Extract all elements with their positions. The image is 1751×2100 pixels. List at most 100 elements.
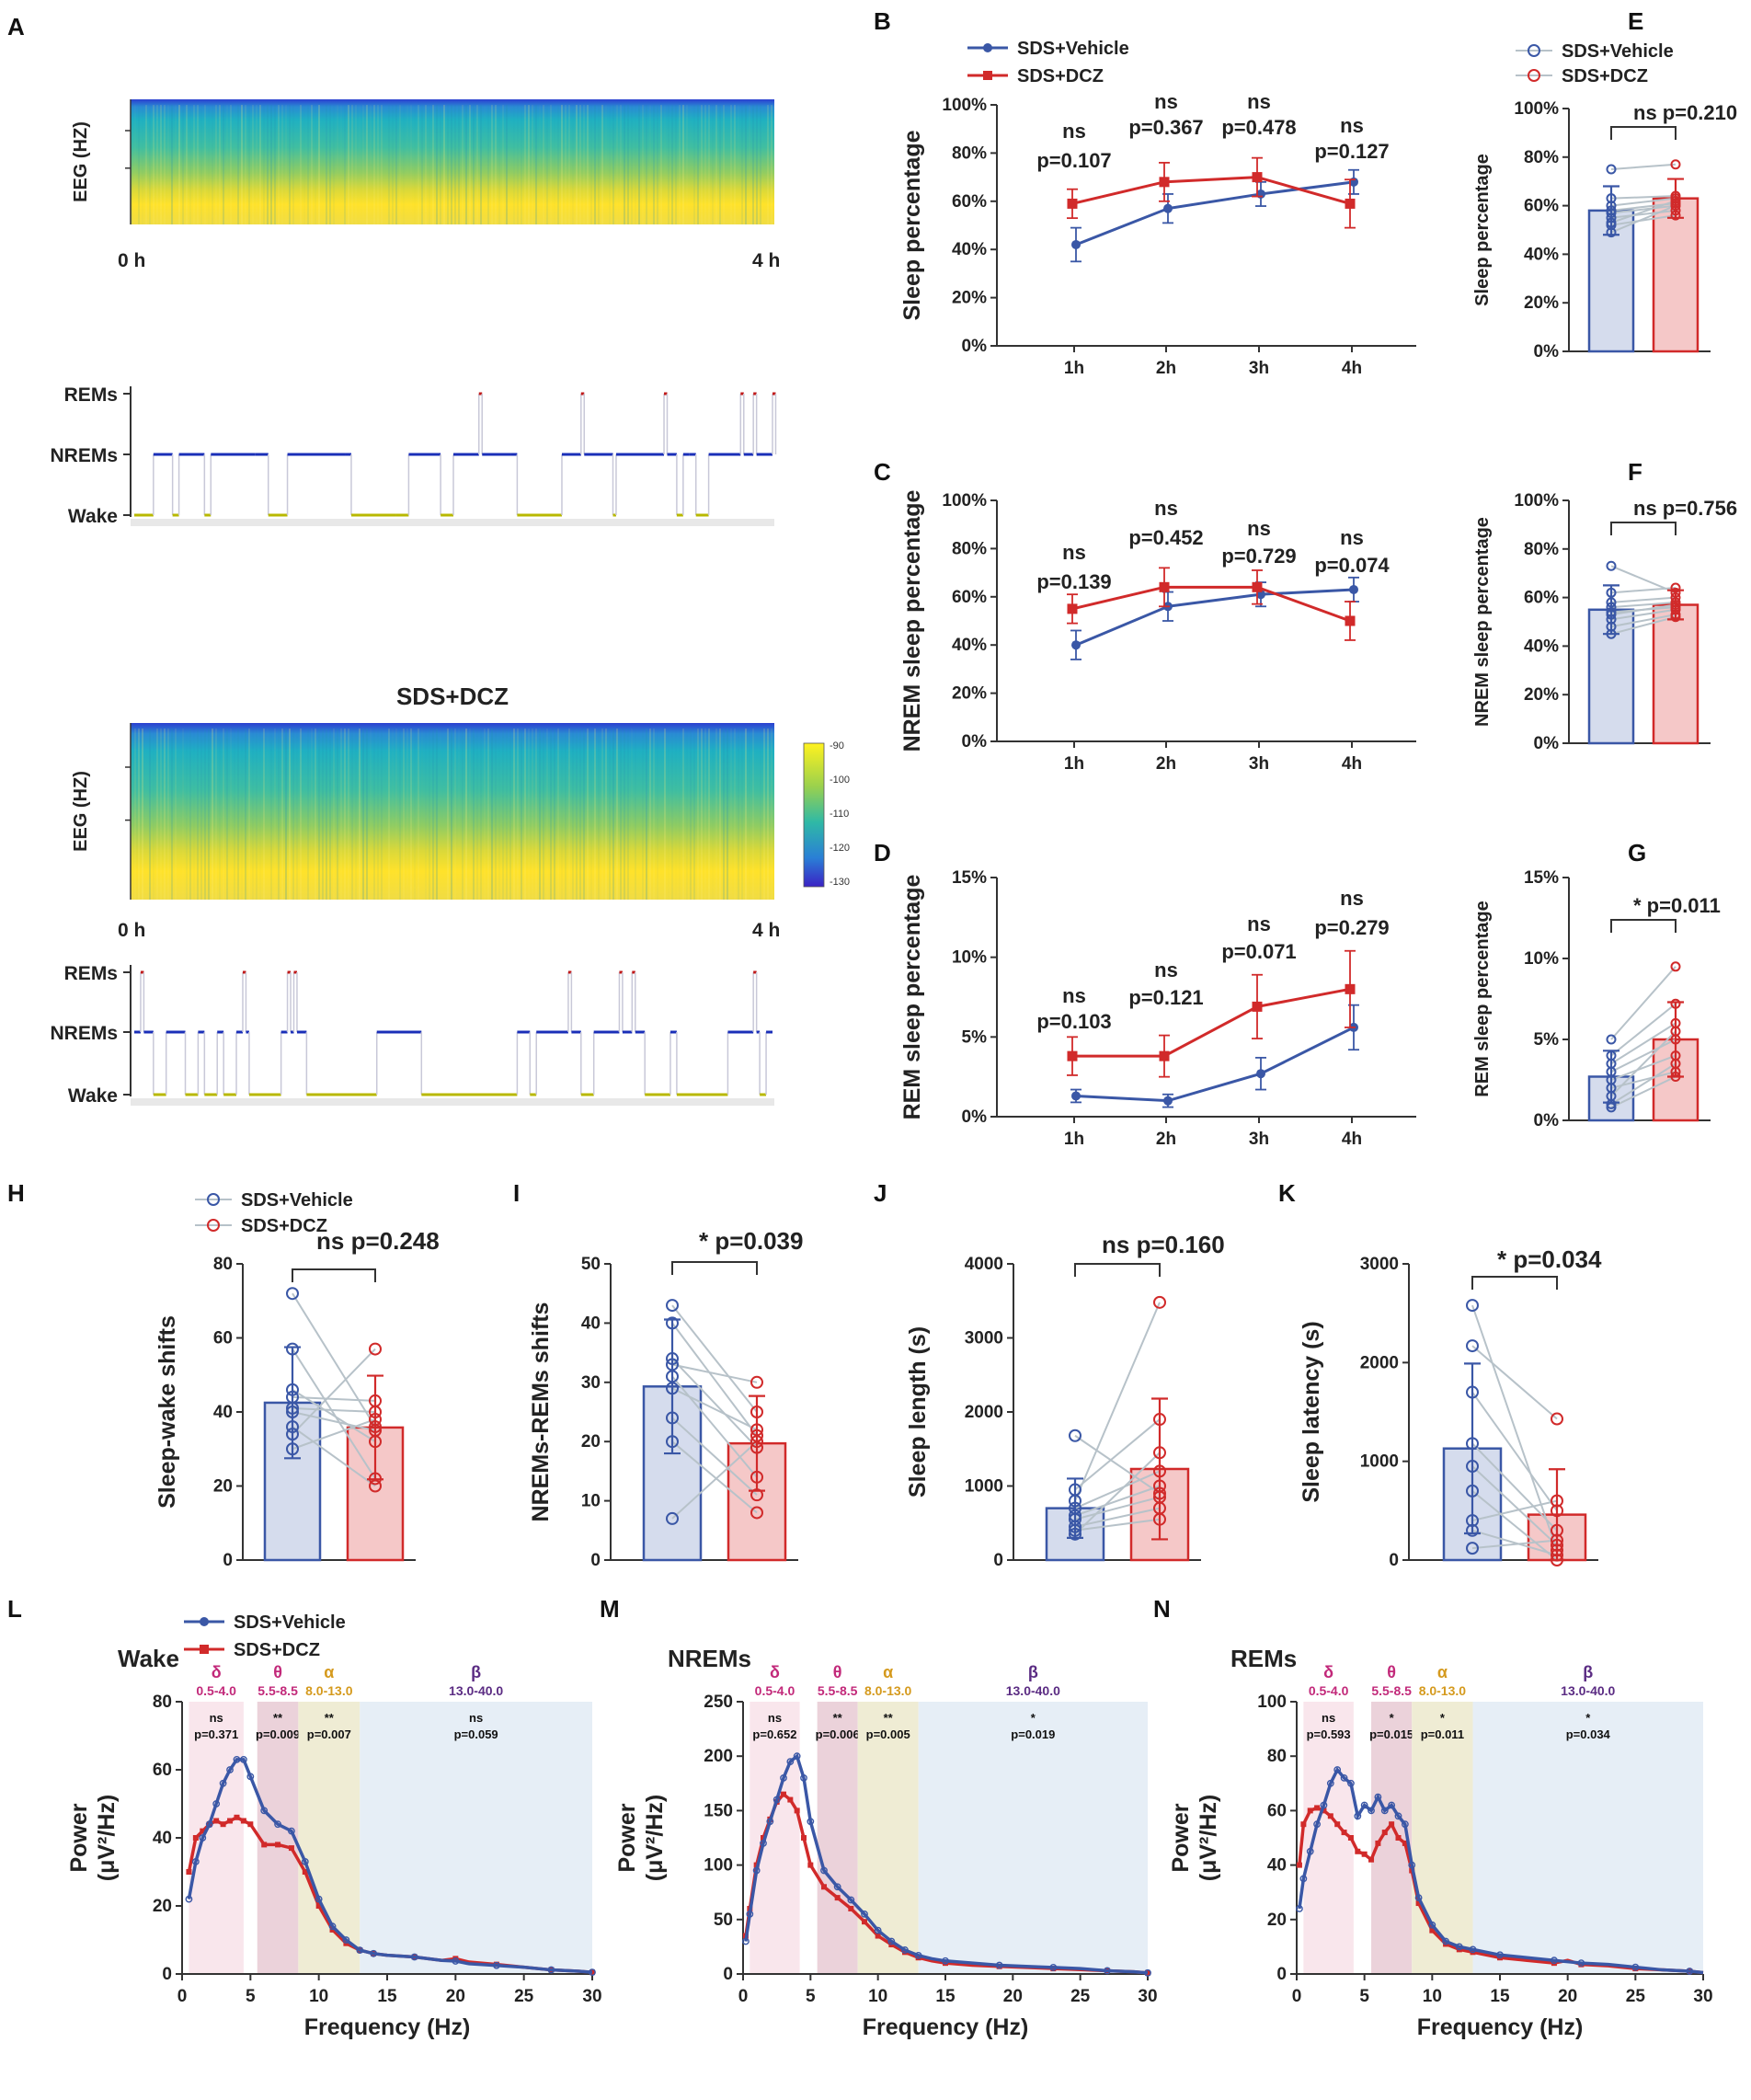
y-axis-title: Sleep percentage [899, 130, 925, 320]
data-point-vehicle [286, 1342, 299, 1356]
band-p-value: p=0.009 [256, 1727, 300, 1741]
x-tick-label: 30 [1693, 1987, 1712, 2006]
panel-m: M NREMs δ 0.5-4.0 ns p=0.652 θ 5.5-8.5 ** p=0.006… [600, 1595, 1158, 2040]
spectrum-point-dcz [801, 1835, 807, 1841]
data-point-dcz [1670, 205, 1681, 216]
pair-line [1610, 204, 1677, 214]
chart-l-y-tick-label: 0 [162, 1965, 172, 1984]
data-point-vehicle [1466, 1460, 1479, 1474]
legend-dcz-label: SDS+DCZ [234, 1640, 320, 1660]
spectrogram-streak [256, 105, 258, 224]
pair-line [1471, 1304, 1558, 1551]
spectrogram-streak [752, 729, 754, 900]
chart-h-y-tick-label: 80 [213, 1255, 233, 1274]
significance-label: ns [1247, 517, 1271, 540]
spectrogram-streak [226, 729, 228, 900]
spectrogram-streak [605, 729, 607, 900]
spectrogram-streak [359, 729, 360, 900]
spectrogram-streak [421, 729, 423, 900]
spectrum-point-dcz [192, 1835, 199, 1841]
hypnogram-state-label: NREMs [50, 445, 118, 466]
significance-label: ns [1154, 958, 1178, 981]
chart-h-y-tick-label: 40 [213, 1403, 233, 1422]
pair-line [1610, 614, 1677, 628]
spectrogram-streak [248, 105, 250, 224]
pair-line [292, 1348, 376, 1479]
chart-h-y-tick-label: 0 [223, 1551, 233, 1570]
panel-b: B SDS+Vehicle SDS+DCZ 0% 20% 40% 60% 80% 100% Sle… [874, 7, 1416, 378]
x-tick-label: 20 [1003, 1987, 1023, 2006]
spectrogram-streak [480, 729, 482, 900]
spectrogram-streak [498, 105, 500, 224]
chart-n-y-tick-label: 20 [1267, 1911, 1287, 1930]
spectrogram-streak [532, 105, 533, 224]
y-axis-title: REM sleep percentage [899, 875, 925, 1120]
panel-h: H SDS+Vehicle SDS+DCZ 0 20 40 60 80 Sleep-wake s… [7, 1179, 440, 1570]
legend-vehicle-marker [1528, 44, 1540, 57]
spectrum-point-vehicle [1442, 1937, 1449, 1945]
spectrum-point-dcz [275, 1842, 281, 1848]
spectrogram-streak [491, 729, 493, 900]
band-shade [1412, 1702, 1473, 1974]
data-point-dcz [1153, 1486, 1166, 1500]
spectrum-point-dcz [234, 1814, 240, 1820]
spectrogram-streak [329, 729, 331, 900]
data-point-dcz [1252, 1001, 1263, 1012]
spectrogram-streak [682, 105, 684, 224]
data-point-dcz [1252, 581, 1263, 592]
x-tick-label: 3h [1249, 1130, 1269, 1149]
spectrum-point-vehicle [1144, 1968, 1151, 1977]
data-point-vehicle [1606, 587, 1617, 598]
spectrogram-streak [285, 729, 287, 900]
spectrogram-streak [237, 105, 239, 224]
spectrogram-streak [145, 729, 147, 900]
spectrum-point-vehicle [342, 1936, 350, 1944]
spectrogram-streak [278, 105, 280, 224]
band-range-label: 13.0-40.0 [1561, 1683, 1615, 1698]
spectrogram-streak [587, 105, 589, 224]
data-point-dcz [1670, 1026, 1681, 1037]
spectrogram-streak [366, 729, 368, 900]
spectrogram-streak [197, 729, 199, 900]
spectrogram-streak [749, 105, 750, 224]
spectrogram-streak [329, 105, 331, 224]
spectrogram-streak [300, 105, 302, 224]
spectrogram-streak [281, 729, 283, 900]
spectrum-point-vehicle [786, 1758, 795, 1766]
spectrum-point-vehicle [1388, 1801, 1396, 1809]
spectrum-point-dcz [943, 1960, 948, 1967]
data-point-vehicle [286, 1401, 299, 1415]
spectrogram-streak [598, 729, 600, 900]
spectrogram-streak [576, 105, 578, 224]
spectrogram-streak [296, 105, 298, 224]
spectrum-point-vehicle [766, 1818, 774, 1826]
data-point-dcz [750, 1506, 763, 1520]
spectrogram-streak [410, 729, 412, 900]
pair-line [671, 1417, 758, 1496]
spectrum-point-dcz [315, 1903, 322, 1909]
data-point-vehicle [666, 1299, 679, 1313]
spectrogram-streak [267, 729, 269, 900]
data-point-vehicle [1466, 1385, 1479, 1399]
spectrogram-streak [642, 105, 644, 224]
data-point-dcz [1159, 177, 1170, 188]
spectrogram-streak [160, 729, 162, 900]
pair-line [1610, 197, 1677, 207]
data-point-vehicle [1466, 1437, 1479, 1451]
time-start-label: 0 h [118, 920, 145, 941]
spectrogram-streak [693, 729, 695, 900]
spectrogram-streak [392, 105, 394, 224]
spectrogram-streak [263, 105, 265, 224]
chart-f-y-tick-label: 60% [1524, 589, 1559, 608]
pair-line [1074, 1518, 1161, 1532]
spectrogram-streak [145, 105, 147, 224]
spectrogram-streak [156, 729, 158, 900]
spectrogram-streak [252, 729, 254, 900]
band-range-label: 0.5-4.0 [1309, 1683, 1349, 1698]
spectrogram-streak [414, 729, 416, 900]
pair-line [1610, 163, 1677, 170]
spectrogram-streak [351, 105, 353, 224]
legend-vehicle-label: SDS+Vehicle [241, 1190, 353, 1211]
spectrogram-streak [612, 729, 614, 900]
spectrogram-streak [568, 105, 570, 224]
